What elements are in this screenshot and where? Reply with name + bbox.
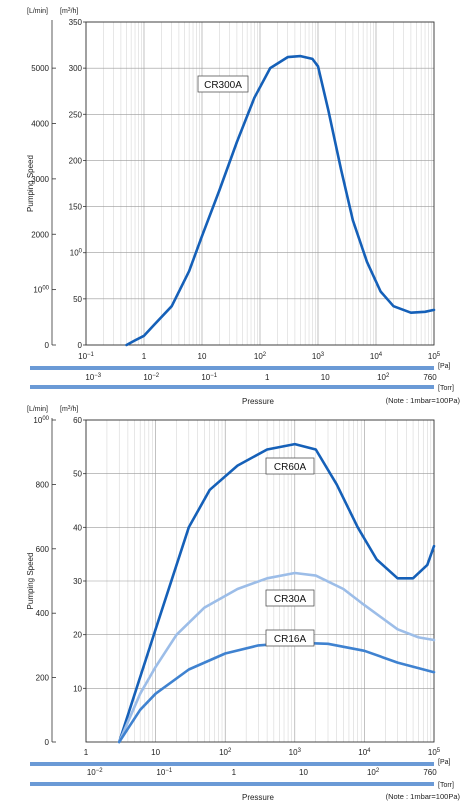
x-axis-label: Pressure bbox=[242, 397, 275, 406]
series-label-cr30a: CR30A bbox=[274, 594, 307, 605]
left-axis-tick: 800 bbox=[36, 480, 50, 489]
right-axis-unit: [m3/h] bbox=[60, 7, 78, 15]
torr-axis-tick: 1 bbox=[265, 373, 270, 382]
unit-note: (Note : 1mbar=100Pa) bbox=[386, 396, 461, 405]
right-axis-tick: 10 bbox=[73, 684, 82, 693]
left-axis-tick: 0 bbox=[45, 341, 50, 350]
right-axis-tick: 350 bbox=[69, 18, 83, 27]
torr-unit: [Torr] bbox=[438, 782, 454, 789]
right-axis-tick: 60 bbox=[73, 416, 82, 425]
torr-axis-tick: 1 bbox=[232, 768, 237, 777]
series-label-box bbox=[265, 589, 315, 607]
left-axis-unit: [L/min] bbox=[27, 406, 48, 413]
left-axis-tick: 400 bbox=[36, 609, 50, 618]
pa-axis-tick: 1 bbox=[84, 748, 89, 757]
pa-axis-tick: 104 bbox=[370, 352, 383, 361]
right-axis-unit: [m3/h] bbox=[60, 405, 78, 413]
plot-frame bbox=[85, 21, 435, 346]
pa-axis-tick: 105 bbox=[428, 352, 441, 361]
x-axis-label: Pressure bbox=[242, 793, 275, 801]
series-label-box bbox=[197, 75, 249, 93]
right-axis-tick: 0 bbox=[78, 341, 83, 350]
right-axis-tick: 150 bbox=[69, 203, 83, 212]
series-label-cr60a: CR60A bbox=[274, 462, 307, 473]
pa-axis-tick: 10 bbox=[151, 748, 160, 757]
torr-axis-tick: 102 bbox=[377, 373, 390, 382]
y-axis-label: Pumping Speed bbox=[26, 155, 35, 212]
torr-axis-tick: 10−3 bbox=[85, 373, 101, 382]
right-axis-tick: 30 bbox=[73, 577, 82, 586]
torr-axis-tick: 760 bbox=[423, 373, 437, 382]
left-axis-unit: [L/min] bbox=[27, 8, 48, 15]
torr-axis-tick: 760 bbox=[423, 768, 437, 777]
series-line-cr30a bbox=[117, 571, 436, 744]
series-label-box bbox=[265, 629, 315, 647]
series-label-cr300a: CR300A bbox=[204, 80, 242, 91]
series-line-cr300a bbox=[125, 54, 436, 347]
series-line-cr16a bbox=[117, 641, 436, 744]
plot-frame bbox=[85, 419, 435, 743]
pa-axis-tick: 104 bbox=[358, 748, 371, 757]
series-label-box bbox=[265, 457, 315, 475]
left-axis-tick: 4000 bbox=[31, 120, 49, 129]
pa-axis-tick: 10 bbox=[198, 352, 207, 361]
right-axis-tick: 50 bbox=[73, 295, 82, 304]
torr-axis-tick: 10−1 bbox=[156, 768, 172, 777]
right-axis-tick: 50 bbox=[73, 470, 82, 479]
left-axis-tick: 600 bbox=[36, 545, 50, 554]
left-axis-tick: 200 bbox=[36, 674, 50, 683]
series-line-cr60a bbox=[117, 442, 436, 744]
y-axis-label: Pumping Speed bbox=[26, 553, 35, 610]
torr-unit: [Torr] bbox=[438, 385, 454, 392]
right-axis-tick: 200 bbox=[69, 156, 83, 165]
pa-axis-tick: 103 bbox=[289, 748, 302, 757]
pa-unit: [Pa] bbox=[438, 759, 451, 766]
right-axis-tick: 300 bbox=[69, 64, 83, 73]
chart-cr300a: 0 50 100 150 200 250 300 350 0 1000 2000 3000 4000 50… bbox=[26, 7, 460, 406]
left-axis-tick: 1000 bbox=[33, 286, 49, 295]
left-axis-tick: 5000 bbox=[31, 64, 49, 73]
right-axis-tick: 20 bbox=[73, 631, 82, 640]
torr-axis-tick: 10 bbox=[321, 373, 330, 382]
torr-axis-tick: 10−1 bbox=[201, 373, 217, 382]
torr-axis-tick: 102 bbox=[367, 768, 380, 777]
torr-axis-tick: 10 bbox=[299, 768, 308, 777]
left-axis-tick: 1000 bbox=[33, 416, 49, 425]
left-axis-tick: 3000 bbox=[31, 175, 49, 184]
left-axis-tick: 2000 bbox=[31, 230, 49, 239]
right-axis-tick: 250 bbox=[69, 110, 83, 119]
pa-axis-tick: 102 bbox=[254, 352, 267, 361]
pa-axis-tick: 1 bbox=[142, 352, 147, 361]
right-axis-tick: 100 bbox=[70, 249, 83, 258]
unit-note: (Note : 1mbar=100Pa) bbox=[386, 792, 461, 801]
pa-axis-tick: 102 bbox=[219, 748, 232, 757]
pa-axis-tick: 103 bbox=[312, 352, 325, 361]
right-axis-tick: 40 bbox=[73, 523, 82, 532]
torr-axis-tick: 10−2 bbox=[87, 768, 103, 777]
pa-axis-tick: 105 bbox=[428, 748, 441, 757]
torr-axis-tick: 10−2 bbox=[143, 373, 159, 382]
series-label-cr16a: CR16A bbox=[274, 634, 307, 645]
pa-axis-tick: 10−1 bbox=[78, 352, 94, 361]
pa-unit: [Pa] bbox=[438, 363, 451, 370]
left-axis-tick: 0 bbox=[45, 738, 50, 747]
